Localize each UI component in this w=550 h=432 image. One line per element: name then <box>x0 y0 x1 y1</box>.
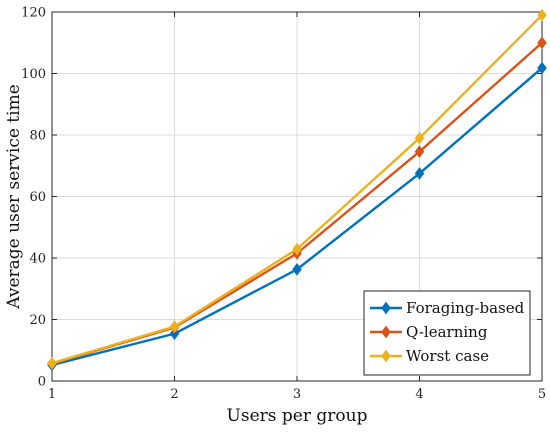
data-point <box>537 36 547 50</box>
legend-label: Q-learning <box>406 323 488 341</box>
x-tick-label: 1 <box>48 387 56 402</box>
y-tick-label: 100 <box>21 67 46 82</box>
legend-label: Worst case <box>406 347 489 365</box>
data-point <box>292 242 302 256</box>
y-tick-label: 0 <box>38 375 46 390</box>
series-layer <box>47 8 547 372</box>
data-point <box>414 145 425 158</box>
y-tick-label: 60 <box>29 190 46 205</box>
data-point <box>414 167 425 180</box>
y-tick-label: 120 <box>21 6 46 21</box>
x-tick-label: 3 <box>293 387 301 402</box>
y-axis-label: Average user service time <box>4 84 24 310</box>
x-tick-label: 5 <box>538 387 546 402</box>
y-tick-label: 40 <box>29 252 46 267</box>
data-point <box>47 356 57 370</box>
y-tick-label: 20 <box>29 313 46 328</box>
series-worst-case <box>47 8 547 370</box>
legend-marker <box>381 349 391 363</box>
data-point <box>292 263 302 276</box>
legend-item: Q-learning <box>370 323 488 341</box>
legend-marker <box>381 325 391 339</box>
legend: Foraging-based Q-learning Worst case <box>363 290 531 376</box>
legend-item: Worst case <box>370 347 489 365</box>
data-point <box>537 8 547 22</box>
x-axis-label: Users per group <box>227 406 368 426</box>
y-tick-label: 80 <box>29 129 46 144</box>
x-tick-label: 4 <box>415 387 423 402</box>
data-point <box>414 131 425 145</box>
x-tick-label: 2 <box>170 387 178 402</box>
data-point <box>537 61 547 75</box>
legend-item: Foraging-based <box>370 299 525 317</box>
legend-marker <box>381 301 391 315</box>
data-point <box>169 320 180 333</box>
tick-labels: 1 2 3 4 5 0 20 40 60 80 100 120 <box>21 6 546 403</box>
legend-label: Foraging-based <box>406 299 525 317</box>
